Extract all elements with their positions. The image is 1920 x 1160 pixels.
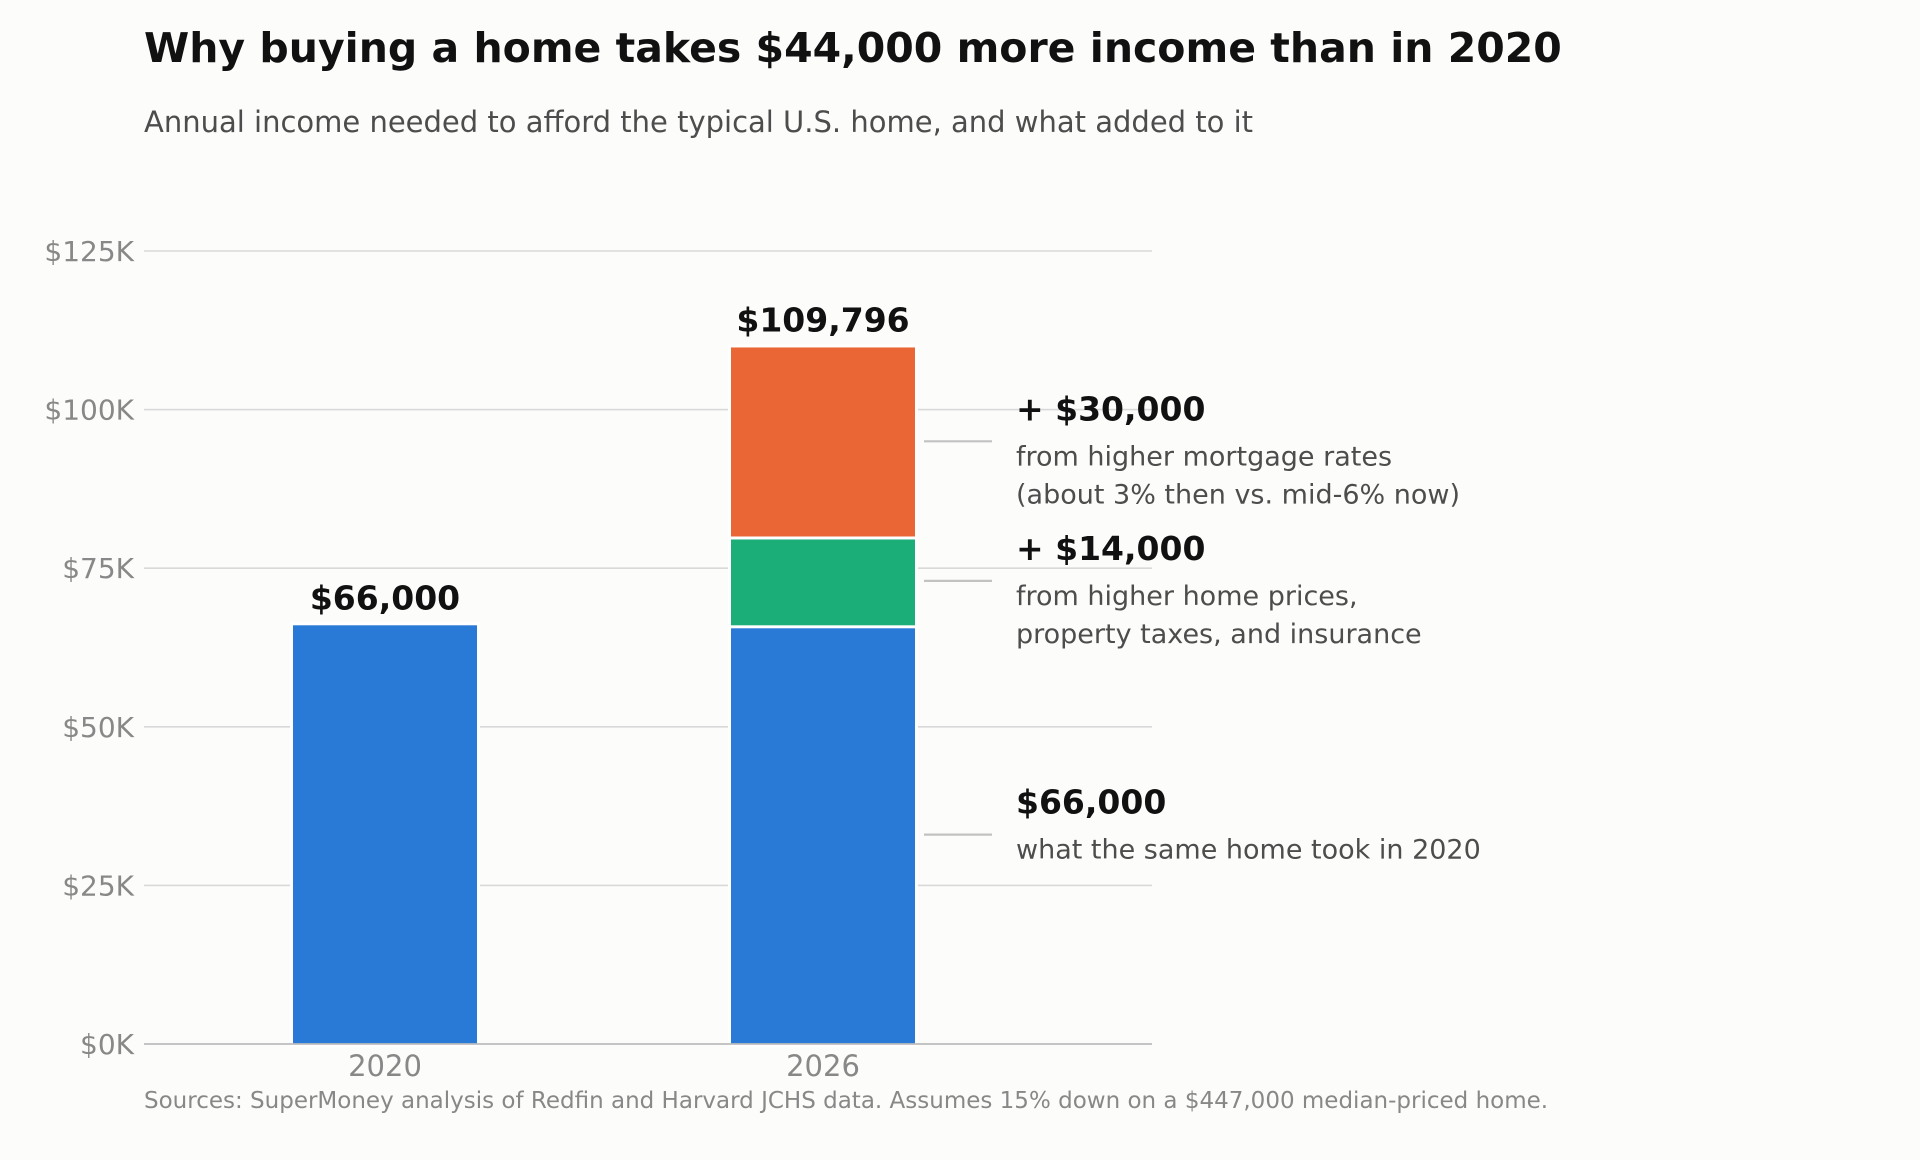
bar-segment xyxy=(728,344,918,540)
source-note: Sources: SuperMoney analysis of Redfin a… xyxy=(144,1088,1548,1114)
bar-total-label: $66,000 xyxy=(310,578,460,617)
bars xyxy=(290,344,918,1048)
annotation-text: what the same home took in 2020 xyxy=(1016,835,1481,866)
bar-segment xyxy=(290,622,480,1048)
y-tick-label: $25K xyxy=(62,869,134,902)
x-tick-label: 2026 xyxy=(786,1049,860,1083)
bar-segment xyxy=(728,622,918,1048)
annotation-heading: + $14,000 xyxy=(1016,529,1205,568)
y-tick-label: $0K xyxy=(80,1028,135,1061)
bar-total-label: $109,796 xyxy=(736,300,909,339)
annotation-text: (about 3% then vs. mid-6% now) xyxy=(1016,479,1460,510)
chart-subtitle: Annual income needed to afford the typic… xyxy=(144,105,1253,139)
chart-title: Why buying a home takes $44,000 more inc… xyxy=(144,24,1562,72)
annotation-heading: + $30,000 xyxy=(1016,389,1205,428)
annotation-text: property taxes, and insurance xyxy=(1016,619,1422,650)
y-tick-label: $75K xyxy=(62,552,134,585)
y-tick-label: $50K xyxy=(62,711,134,744)
annotation-text: from higher mortgage rates xyxy=(1016,441,1392,472)
bar-total-labels: $66,000 $109,796 xyxy=(310,300,910,617)
annotation-text: from higher home prices, xyxy=(1016,581,1358,612)
x-axis-ticks: 2020 2026 xyxy=(348,1049,860,1083)
y-tick-label: $125K xyxy=(44,235,134,268)
bar-segment xyxy=(728,533,918,629)
x-tick-label: 2020 xyxy=(348,1049,422,1083)
y-tick-label: $100K xyxy=(44,394,134,427)
annotations: + $30,000 from higher mortgage rates (abou… xyxy=(924,389,1481,866)
y-axis-ticks: $0K $25K $50K $75K $100K $125K xyxy=(44,235,134,1061)
annotation-heading: $66,000 xyxy=(1016,783,1166,822)
